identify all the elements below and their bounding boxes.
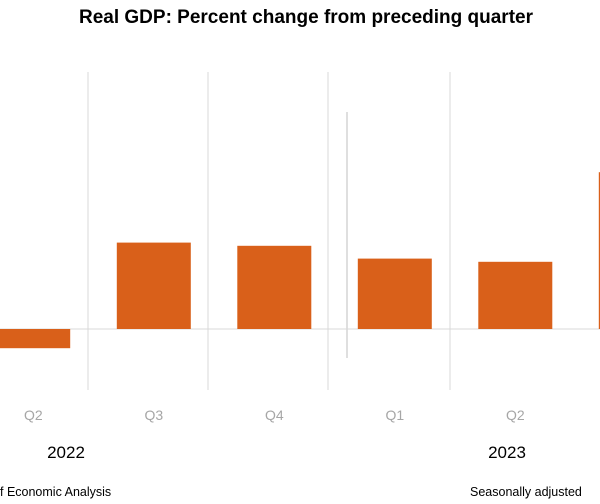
bar-5 [478, 261, 553, 329]
year-label-2023: 2023 [488, 443, 526, 462]
tick-labels-group: Q2 Q3 Q4 Q1 Q2 [24, 407, 525, 423]
x-tick-label: Q1 [385, 407, 404, 423]
x-tick-label: Q2 [506, 407, 525, 423]
bar-4 [357, 258, 432, 329]
x-tick-label: Q3 [144, 407, 163, 423]
x-tick-label: Q2 [24, 407, 43, 423]
category-separators [87, 72, 451, 390]
bar-2 [116, 242, 191, 329]
bar-3 [237, 245, 312, 329]
chart-title: Real GDP: Percent change from preceding … [79, 7, 534, 28]
bars-group [0, 172, 600, 349]
seasonally-adjusted-note: Seasonally adjusted [470, 485, 582, 499]
year-label-2022: 2022 [47, 443, 85, 462]
bar-1 [0, 329, 71, 349]
bar-6 [598, 172, 600, 329]
x-tick-label: Q4 [265, 407, 284, 423]
source-footnote: f Economic Analysis [0, 485, 111, 499]
